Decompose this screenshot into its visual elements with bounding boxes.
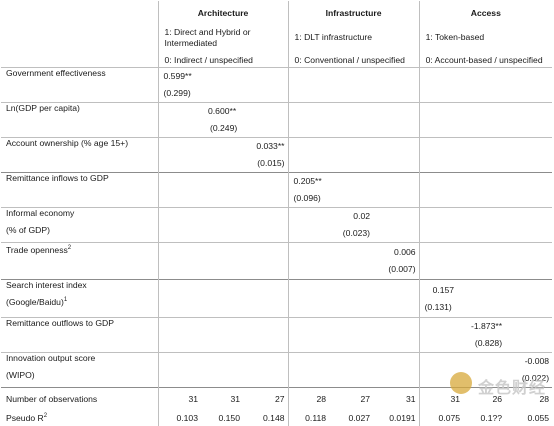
coef-cell: -1.873** (0.828): [463, 317, 506, 353]
obs-value: 31: [157, 387, 201, 410]
std-error: (0.828): [474, 338, 503, 348]
table-row: Informal economy (% of GDP) 0.02 (0.023): [1, 207, 553, 243]
obs-value: 28: [505, 387, 553, 410]
row-label: Remittance inflows to GDP: [1, 172, 158, 208]
obs-value: 31: [373, 387, 420, 410]
row-label: Number of observations: [1, 387, 158, 410]
coefficient: 0.02: [353, 211, 371, 222]
table-header-row: Architecture 1: Direct and Hybrid or Int…: [1, 1, 553, 68]
coefficient: 0.157: [432, 284, 455, 295]
coef-cell: 0.033** (0.015): [243, 137, 289, 173]
coefficient: -1.873**: [471, 321, 503, 332]
r2-value: 0.0191: [389, 412, 416, 423]
coefficient: -0.008: [524, 356, 550, 367]
std-error: (0.096): [293, 193, 321, 203]
row-label: Account ownership (% age 15+): [1, 137, 158, 173]
pseudo-r2-row: Pseudo R2 0.103 0.150 0.148 0.118 0.027 …: [1, 410, 552, 426]
std-error: (0.023): [342, 228, 371, 238]
coef-cell: -0.008 (0.022): [505, 352, 553, 388]
table-row: Innovation output score (WIPO) -0.008 (0…: [1, 352, 553, 388]
row-label: Informal economy (% of GDP): [1, 207, 158, 243]
r2-value: 0.075: [418, 410, 464, 426]
obs-value: 27: [329, 387, 374, 410]
obs-value: 31: [418, 387, 464, 410]
std-error: (0.007): [388, 264, 416, 274]
r2-value: 0.150: [218, 412, 240, 423]
obs-value: 28: [287, 387, 330, 410]
coefficient: 0.600**: [208, 106, 237, 117]
group-header-architecture: Architecture 1: Direct and Hybrid or Int…: [157, 1, 289, 68]
group-code-0: 0: Indirect / unspecified: [164, 55, 253, 66]
r2-value: 0.103: [157, 410, 201, 426]
coef-cell: 0.205** (0.096): [287, 172, 330, 208]
std-error: (0.249): [210, 123, 238, 133]
row-label: Pseudo R2: [6, 412, 48, 423]
coefficient: 0.205**: [293, 176, 322, 187]
coefficient: 0.006: [394, 247, 416, 258]
group-code-0: 0: Conventional / unspecified: [294, 54, 405, 65]
coef-cell: 0.02 (0.023): [329, 207, 374, 243]
group-title: Access: [470, 8, 501, 19]
row-label: Remittance outflows to GDP: [1, 317, 158, 353]
table-row: Remittance inflows to GDP 0.205** (0.096…: [1, 172, 553, 208]
row-label: Search interest index (Google/Baidu)1: [1, 279, 158, 318]
table-row: Trade openness2 0.006 (0.007): [1, 242, 553, 280]
r2-value: 0.118: [287, 410, 330, 426]
obs-value: 27: [243, 387, 289, 410]
coef-cell: 0.599** (0.299): [157, 67, 201, 103]
row-label: Government effectiveness: [1, 67, 158, 103]
std-error: (0.022): [521, 373, 550, 383]
coef-cell: 0.600** (0.249): [201, 102, 243, 138]
header-empty-cell: [1, 1, 158, 68]
obs-value: 31: [201, 387, 243, 410]
row-label: Innovation output score (WIPO): [1, 352, 158, 388]
coef-cell: 0.006 (0.007): [373, 242, 420, 280]
group-code-1: 1: Direct and Hybrid or Intermediated: [164, 26, 251, 48]
group-code-1: 1: DLT infrastructure: [294, 32, 373, 43]
coef-cell: 0.157 (0.131): [418, 279, 464, 318]
r2-value: 0.027: [348, 412, 371, 423]
coefficient: 0.599**: [163, 71, 192, 82]
group-title: Architecture: [197, 8, 249, 19]
group-header-access: Access 1: Token-based 0: Account-based /…: [418, 1, 553, 68]
table-row: Remittance outflows to GDP -1.873** (0.8…: [1, 317, 553, 353]
row-label: Trade openness2: [1, 242, 158, 280]
table-row: Government effectiveness 0.599** (0.299): [1, 67, 553, 103]
group-code-0: 0: Account-based / unspecified: [425, 54, 543, 65]
std-error: (0.015): [257, 158, 285, 168]
r2-value: 0.055: [527, 412, 550, 423]
group-title: Infrastructure: [325, 8, 382, 19]
observations-row: Number of observations 31 31 27 28 27 31…: [1, 387, 553, 410]
table-row: Ln(GDP per capita) 0.600** (0.249): [1, 102, 553, 138]
group-code-1: 1: Token-based: [425, 32, 485, 43]
table-row: Account ownership (% age 15+) 0.033** (0…: [1, 137, 553, 173]
r2-value: 0.148: [263, 412, 285, 423]
std-error: (0.299): [163, 88, 191, 98]
obs-value: 26: [463, 387, 506, 410]
coefficient: 0.033**: [256, 141, 285, 152]
r2-value: 0.1??: [480, 412, 503, 423]
row-label: Ln(GDP per capita): [1, 102, 158, 138]
table-row: Search interest index (Google/Baidu)1 0.…: [1, 279, 553, 318]
group-header-infrastructure: Infrastructure 1: DLT infrastructure 0: …: [287, 1, 420, 68]
std-error: (0.131): [424, 301, 452, 312]
